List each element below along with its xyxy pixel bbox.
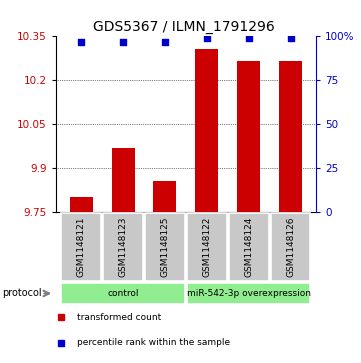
FancyBboxPatch shape	[61, 284, 185, 303]
Text: protocol: protocol	[2, 289, 42, 298]
Point	[288, 35, 293, 41]
FancyBboxPatch shape	[103, 213, 143, 281]
Bar	[70, 197, 93, 212]
Text: percentile rank within the sample: percentile rank within the sample	[77, 338, 230, 347]
Bar	[195, 49, 218, 212]
Text: GSM1148124: GSM1148124	[244, 217, 253, 277]
Text: miR-542-3p overexpression: miR-542-3p overexpression	[187, 289, 311, 298]
FancyBboxPatch shape	[187, 213, 227, 281]
Bar	[237, 61, 260, 212]
FancyBboxPatch shape	[229, 213, 269, 281]
FancyBboxPatch shape	[271, 213, 310, 281]
Text: transformed count: transformed count	[77, 313, 161, 322]
Text: control: control	[107, 289, 139, 298]
FancyBboxPatch shape	[187, 284, 310, 303]
Bar	[112, 148, 135, 212]
FancyBboxPatch shape	[145, 213, 185, 281]
Point	[78, 39, 84, 45]
Point	[120, 39, 126, 45]
Text: GSM1148121: GSM1148121	[77, 217, 86, 277]
Text: GSM1148122: GSM1148122	[203, 217, 212, 277]
FancyBboxPatch shape	[61, 213, 101, 281]
Point	[204, 35, 210, 41]
Text: GSM1148126: GSM1148126	[286, 217, 295, 277]
Text: GSM1148123: GSM1148123	[118, 217, 127, 277]
Text: GDS5367 / ILMN_1791296: GDS5367 / ILMN_1791296	[93, 20, 275, 34]
Bar	[153, 181, 177, 212]
Point	[162, 39, 168, 45]
Bar	[279, 61, 302, 212]
Point	[246, 35, 252, 41]
Text: GSM1148125: GSM1148125	[160, 217, 169, 277]
